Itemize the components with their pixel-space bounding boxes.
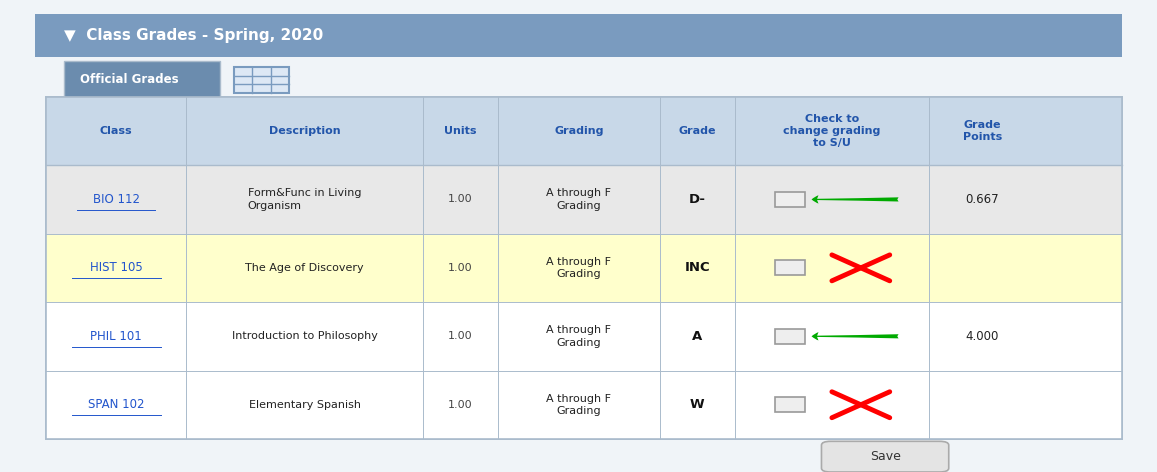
- Text: INC: INC: [685, 261, 710, 274]
- Text: Description: Description: [268, 126, 340, 136]
- Text: Units: Units: [444, 126, 477, 136]
- FancyBboxPatch shape: [234, 67, 289, 93]
- Text: Elementary Spanish: Elementary Spanish: [249, 400, 361, 410]
- Text: BIO 112: BIO 112: [93, 193, 140, 206]
- FancyBboxPatch shape: [46, 371, 1122, 439]
- FancyBboxPatch shape: [46, 302, 1122, 371]
- Text: Grade
Points: Grade Points: [963, 120, 1002, 142]
- Text: 4.000: 4.000: [966, 330, 1000, 343]
- Text: 1.00: 1.00: [448, 331, 473, 341]
- FancyBboxPatch shape: [64, 61, 220, 97]
- Text: Introduction to Philosophy: Introduction to Philosophy: [231, 331, 377, 341]
- Text: Grading: Grading: [554, 126, 604, 136]
- Text: Form&Func in Living
Organism: Form&Func in Living Organism: [248, 188, 361, 211]
- Text: ▼  Class Grades - Spring, 2020: ▼ Class Grades - Spring, 2020: [64, 28, 323, 43]
- FancyBboxPatch shape: [35, 14, 1122, 57]
- FancyBboxPatch shape: [775, 261, 805, 276]
- FancyBboxPatch shape: [775, 397, 805, 413]
- Text: W: W: [690, 398, 705, 411]
- Text: 1.00: 1.00: [448, 194, 473, 204]
- FancyBboxPatch shape: [775, 329, 805, 344]
- Text: 1.00: 1.00: [448, 263, 473, 273]
- Text: Check to
change grading
to S/U: Check to change grading to S/U: [783, 114, 880, 148]
- FancyBboxPatch shape: [46, 97, 1122, 439]
- Text: Class: Class: [100, 126, 133, 136]
- Text: PHIL 101: PHIL 101: [90, 330, 142, 343]
- Text: The Age of Discovery: The Age of Discovery: [245, 263, 363, 273]
- Text: SPAN 102: SPAN 102: [88, 398, 145, 411]
- Text: A through F
Grading: A through F Grading: [546, 394, 611, 416]
- FancyBboxPatch shape: [775, 192, 805, 207]
- Text: HIST 105: HIST 105: [90, 261, 142, 274]
- FancyBboxPatch shape: [46, 234, 1122, 302]
- Text: 1.00: 1.00: [448, 400, 473, 410]
- Text: A through F
Grading: A through F Grading: [546, 188, 611, 211]
- Text: Official Grades: Official Grades: [80, 73, 178, 85]
- Text: 0.667: 0.667: [966, 193, 1000, 206]
- Text: A: A: [692, 330, 702, 343]
- FancyBboxPatch shape: [821, 441, 949, 472]
- Text: A through F
Grading: A through F Grading: [546, 325, 611, 347]
- Text: A through F
Grading: A through F Grading: [546, 257, 611, 279]
- FancyBboxPatch shape: [46, 165, 1122, 234]
- FancyBboxPatch shape: [46, 97, 1122, 165]
- Text: Save: Save: [870, 450, 900, 463]
- Text: Grade: Grade: [678, 126, 716, 136]
- Text: D-: D-: [688, 193, 706, 206]
